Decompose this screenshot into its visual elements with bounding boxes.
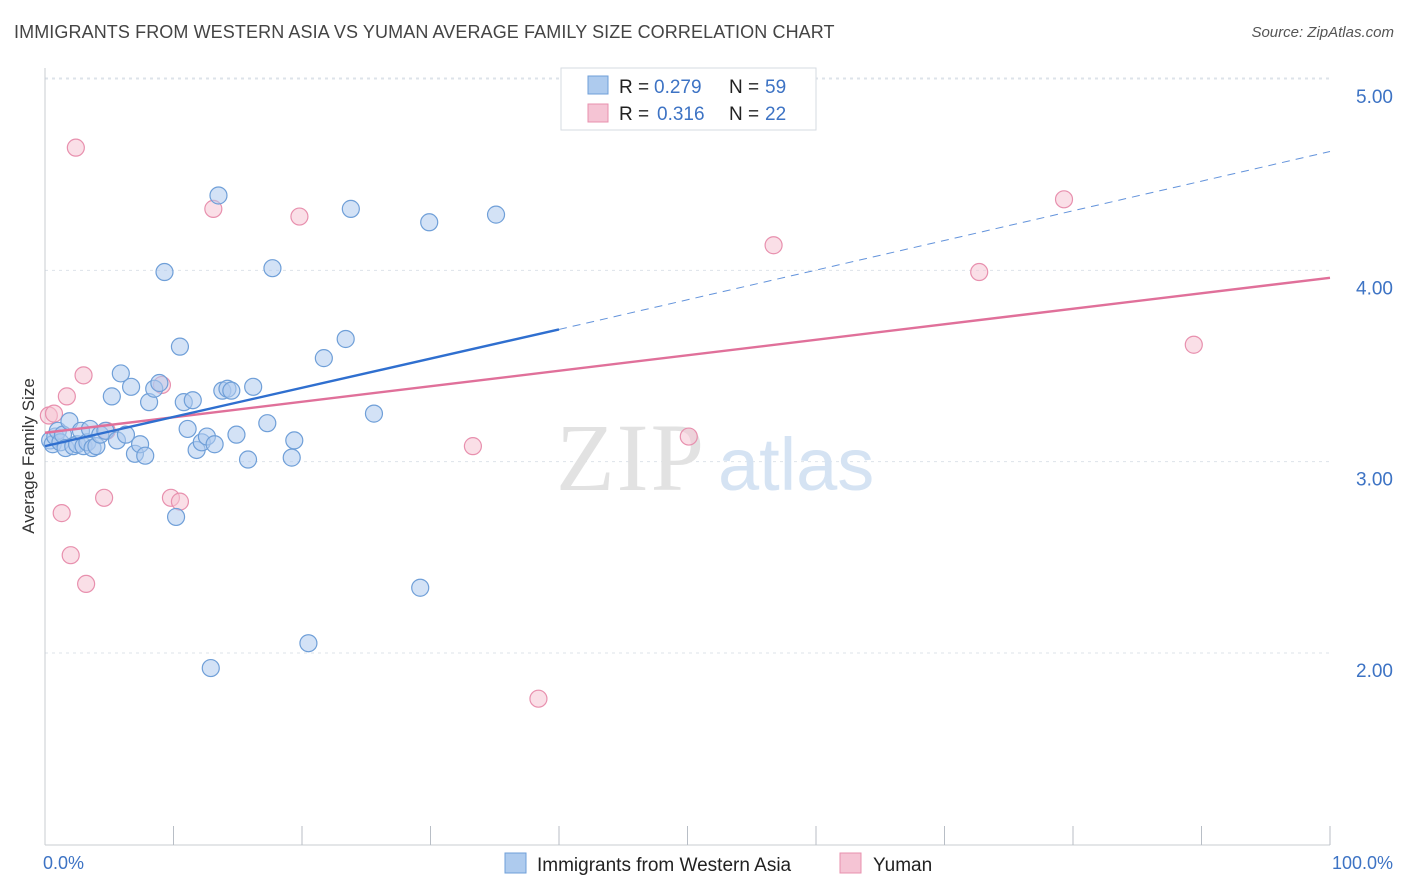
x-ticks <box>173 826 1331 845</box>
western-asia-point <box>486 205 506 224</box>
source-label: Source: ZipAtlas.com <box>1251 24 1394 41</box>
yuman-point <box>57 387 76 406</box>
yuman-point <box>970 262 989 282</box>
legend-n-value-pink: 22 <box>765 104 786 125</box>
yuman-point <box>1184 335 1203 354</box>
chart-title: IMMIGRANTS FROM WESTERN ASIA VS YUMAN AV… <box>14 22 835 42</box>
western-asia-point <box>166 507 186 527</box>
legend-r-value-pink: 0.316 <box>657 104 705 125</box>
yuman-point <box>529 689 548 708</box>
yuman-point <box>679 427 698 446</box>
legend-r-label-pink: R = <box>619 104 649 125</box>
western-asia-point <box>282 448 301 467</box>
western-asia-point <box>238 450 258 469</box>
western-asia-point <box>227 425 246 444</box>
yuman-point <box>66 138 85 157</box>
western-asia-point <box>121 377 141 396</box>
legend-r-label-blue: R = <box>619 77 649 98</box>
bottom-legend-swatch-blue <box>504 852 527 874</box>
yuman-points <box>39 138 1203 708</box>
western-asia-point <box>116 425 136 444</box>
legend-swatch-blue <box>587 75 609 95</box>
legend-n-value-blue: 59 <box>765 77 786 98</box>
trend-lines <box>44 150 1331 448</box>
y-tick-label: 2.00 <box>1356 661 1393 682</box>
yuman-trend-line <box>44 276 1331 434</box>
y-tick-label: 5.00 <box>1356 87 1393 108</box>
yuman-point <box>74 366 93 385</box>
western-asia-point <box>205 435 224 454</box>
x-tick-label-end: 100.0% <box>1332 853 1393 873</box>
western-asia-point <box>285 431 304 450</box>
yuman-point <box>61 546 80 565</box>
western-asia-point <box>201 658 220 678</box>
yuman-point <box>170 492 190 511</box>
western-asia-point <box>150 373 169 393</box>
bottom-legend-swatch-pink <box>839 852 862 874</box>
western-asia-point <box>258 414 277 433</box>
yuman-point <box>52 504 71 523</box>
y-axis-label: Average Family Size <box>19 378 38 534</box>
western-asia-trend-extension <box>558 150 1331 330</box>
western-asia-point <box>222 381 241 400</box>
series-legend: Immigrants from Western Asia Yuman <box>504 852 932 876</box>
watermark: ZIP atlas <box>556 404 874 511</box>
western-asia-point <box>178 419 197 439</box>
western-asia-point <box>102 387 121 406</box>
watermark-zip: ZIP <box>556 404 706 511</box>
legend-swatch-pink <box>587 103 609 123</box>
western-asia-point <box>420 213 439 232</box>
yuman-point <box>44 404 64 423</box>
watermark-atlas: atlas <box>718 423 874 506</box>
western-asia-point <box>314 349 333 368</box>
x-tick-label-start: 0.0% <box>43 853 84 873</box>
stats-legend: R = 0.279 N = 59 R = 0.316 N = 22 <box>560 67 817 131</box>
western-asia-point <box>336 329 355 349</box>
y-tick-labels: 2.00 3.00 4.00 5.00 <box>1356 87 1393 682</box>
y-tick-label: 4.00 <box>1356 278 1393 299</box>
western-asia-point <box>364 404 384 423</box>
legend-n-label-blue: N = <box>729 77 759 98</box>
bottom-legend-label-pink: Yuman <box>873 855 932 876</box>
western-asia-point <box>155 262 174 282</box>
yuman-point <box>290 207 309 226</box>
western-asia-point <box>209 186 228 205</box>
western-asia-point <box>111 364 130 383</box>
legend-n-label-pink: N = <box>729 104 759 125</box>
western-asia-point <box>263 259 282 278</box>
yuman-point <box>463 437 483 456</box>
western-asia-trend-line <box>44 328 560 448</box>
bottom-legend-label-blue: Immigrants from Western Asia <box>537 855 792 876</box>
western-asia-point <box>136 446 155 465</box>
western-asia-point <box>411 578 430 597</box>
western-asia-point <box>170 337 190 356</box>
yuman-point <box>95 488 114 507</box>
yuman-point <box>1054 190 1074 209</box>
western-asia-points <box>41 186 506 678</box>
western-asia-point <box>183 391 202 410</box>
western-asia-point <box>299 634 318 653</box>
gridlines <box>45 77 1330 654</box>
western-asia-point <box>341 199 360 218</box>
legend-r-value-blue: 0.279 <box>654 77 702 98</box>
y-tick-label: 3.00 <box>1356 470 1393 491</box>
yuman-point <box>764 236 783 255</box>
yuman-point <box>77 574 96 594</box>
western-asia-point <box>244 377 263 396</box>
